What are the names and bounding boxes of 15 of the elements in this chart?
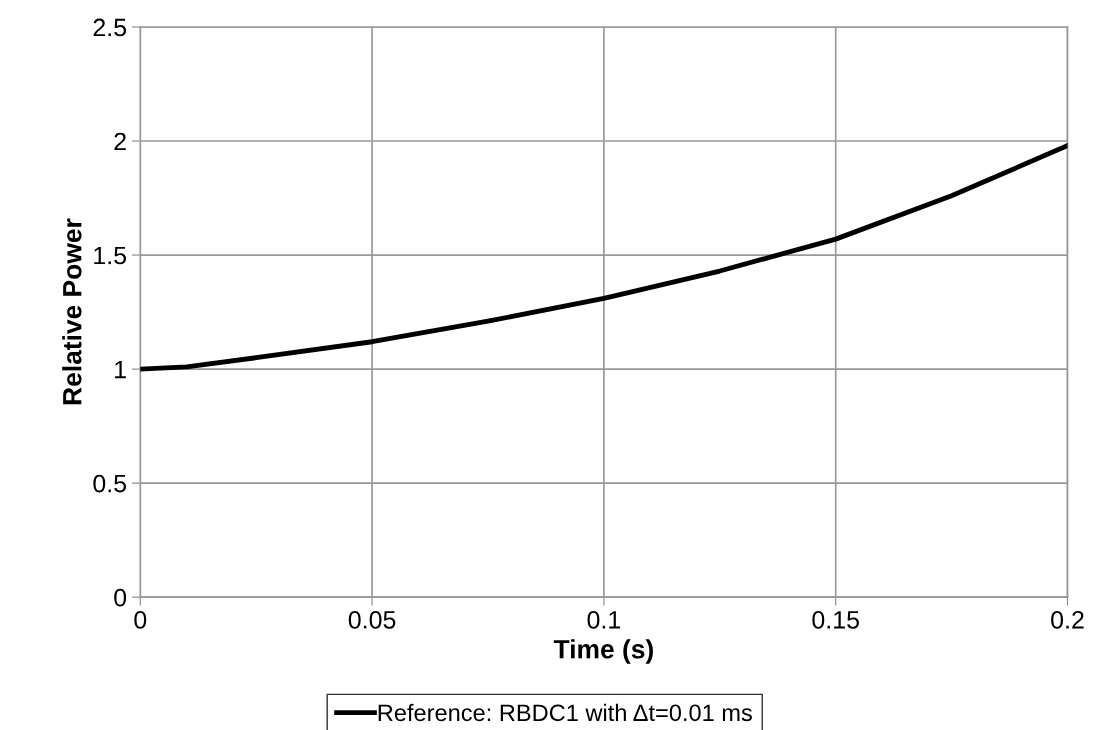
y-tick-label: 0.5	[93, 474, 127, 493]
y-tick-label: 1	[115, 360, 126, 379]
x-axis-title: Time (s)	[553, 639, 653, 664]
x-tick-label: 0.1	[587, 610, 621, 629]
y-tick-label: 0	[114, 588, 127, 607]
x-tick-label: 0	[134, 610, 147, 629]
x-tick-label: 0.05	[348, 610, 396, 629]
y-tick-label: 2	[114, 132, 126, 151]
line-series	[140, 143, 1068, 372]
y-tick-label: 1.5	[94, 246, 127, 265]
x-tick-label: 0.2	[1051, 610, 1084, 629]
y-tick-label: 2.5	[93, 18, 127, 37]
legend-label: Reference: RBDC1 with Δt=0.01 ms	[378, 703, 752, 722]
y-axis-title: Relative Power	[62, 218, 82, 405]
x-tick-label: 0.15	[812, 610, 859, 629]
